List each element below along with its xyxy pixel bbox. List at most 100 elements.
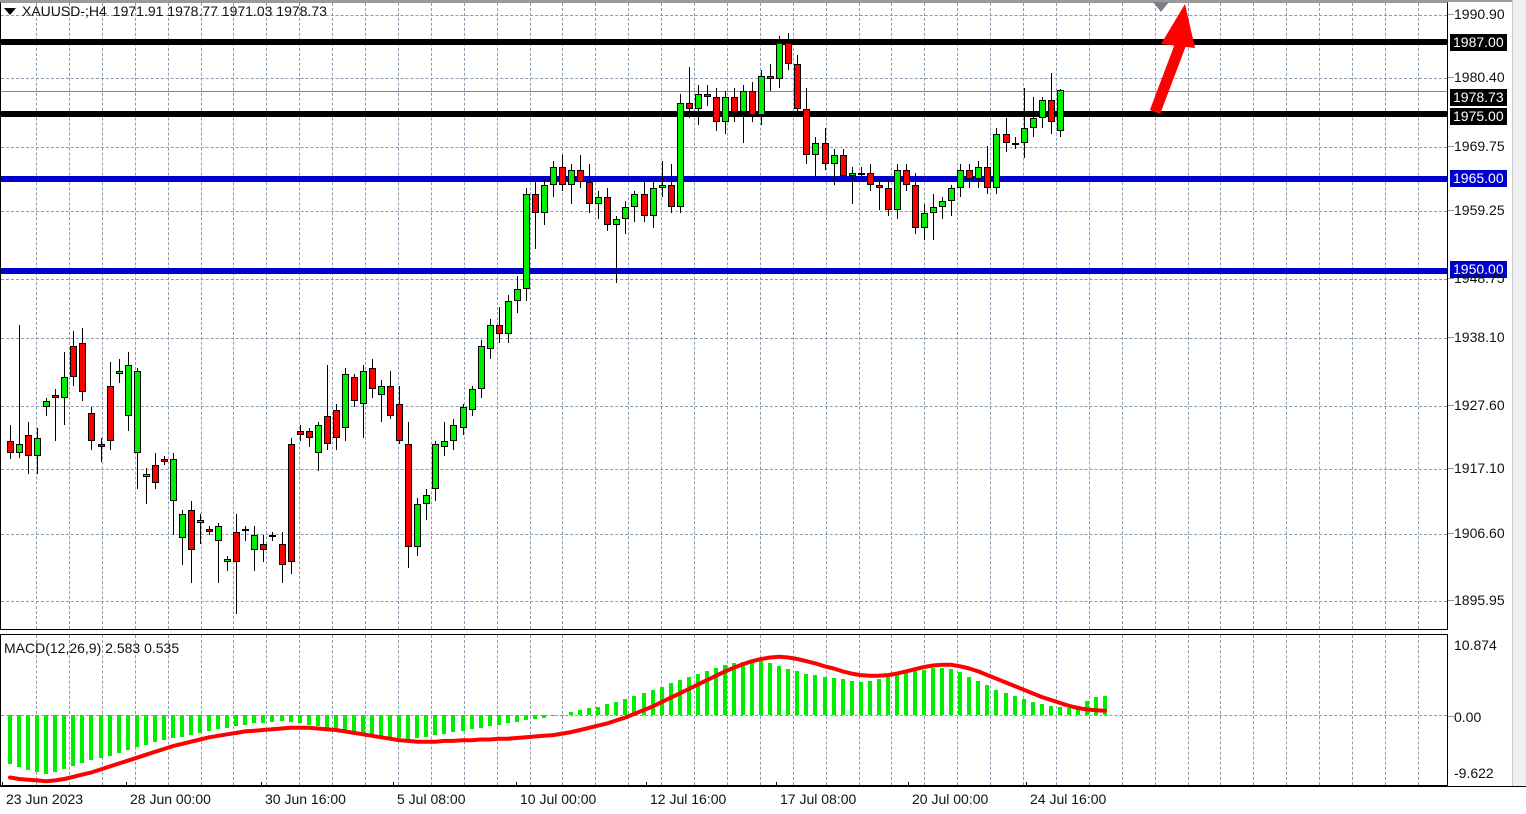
macd-bar	[379, 714, 383, 737]
candle-body	[912, 185, 919, 228]
macd-bar	[280, 714, 284, 722]
macd-bar	[533, 714, 537, 719]
gridline-vertical	[628, 3, 630, 629]
triangle-down-icon[interactable]	[4, 7, 16, 15]
macd-bar	[470, 714, 474, 730]
time-axis-tick	[1026, 782, 1027, 787]
macd-bar	[1067, 707, 1071, 715]
candle-body	[532, 194, 539, 213]
macd-bar	[35, 714, 39, 773]
candle-wick	[245, 525, 246, 541]
price-level-1978-73	[1, 91, 1447, 92]
candle-body	[288, 443, 295, 563]
candle-body	[1048, 100, 1055, 122]
macd-bar	[1058, 707, 1062, 715]
macd-bar	[642, 692, 646, 715]
candle-wick	[499, 306, 500, 344]
gridline-vertical	[924, 3, 926, 629]
macd-bar	[80, 714, 84, 763]
candle-body	[197, 519, 204, 523]
price-chart-pane[interactable]	[0, 2, 1448, 630]
axis-tick	[1448, 405, 1454, 406]
candle-body	[1030, 118, 1037, 128]
candle-wick	[662, 161, 663, 198]
price-axis-badge: 1950.00	[1450, 261, 1507, 278]
candle-body	[116, 370, 123, 374]
ohlc-values-label: 1971.91 1978.77 1971.03 1978.73	[112, 3, 327, 19]
candle-body	[7, 440, 14, 453]
candle-body	[975, 167, 982, 180]
candle-wick	[634, 191, 635, 222]
macd-bar	[343, 714, 347, 731]
macd-bar	[153, 714, 157, 743]
gridline-vertical	[562, 3, 564, 629]
candle-body	[713, 97, 720, 122]
candle-wick	[146, 467, 147, 505]
candle-wick	[218, 522, 219, 584]
symbol-timeframe-label: XAUUSD-;H4	[22, 3, 107, 19]
macd-bar	[1013, 696, 1017, 715]
gridline-vertical	[858, 3, 860, 629]
price-axis-label: 1895.95	[1454, 592, 1505, 608]
time-axis[interactable]: 23 Jun 2023 28 Jun 00:00 30 Jun 16:00 5 Jul…	[0, 782, 1526, 814]
macd-bar	[370, 714, 374, 736]
candle-body	[16, 443, 23, 453]
macd-bar	[479, 714, 483, 728]
macd-axis-label: -9.622	[1454, 765, 1494, 781]
price-axis-label: 1948.75	[1454, 270, 1505, 286]
gridline-vertical	[167, 3, 169, 629]
macd-bar	[687, 677, 691, 715]
macd-bar	[632, 696, 636, 715]
candle-wick	[616, 215, 617, 283]
time-axis-tick	[261, 782, 262, 787]
time-axis-label: 10 Jul 00:00	[520, 791, 597, 807]
macd-bar	[515, 714, 519, 722]
macd-bar	[560, 714, 564, 716]
candle-body	[215, 525, 222, 541]
gridline-horizontal	[1, 211, 1447, 212]
price-axis-label: 1969.75	[1454, 138, 1505, 154]
gridline-horizontal	[1, 469, 1447, 470]
candle-body	[441, 440, 448, 447]
gridline-vertical	[430, 3, 432, 629]
gridline-horizontal	[1, 279, 1447, 280]
candle-body	[1003, 133, 1010, 143]
candle-body	[641, 194, 648, 216]
macd-bar	[71, 714, 75, 766]
candle-body	[79, 343, 86, 392]
macd-bar	[17, 714, 21, 768]
candle-body	[396, 404, 403, 441]
macd-bar	[1004, 693, 1008, 715]
candle-body	[695, 94, 702, 110]
macd-bar	[868, 680, 872, 715]
macd-bar	[171, 714, 175, 738]
candle-body	[61, 376, 68, 399]
gridline-vertical	[825, 3, 827, 629]
macd-bar	[135, 714, 139, 747]
macd-bar	[931, 668, 935, 715]
macd-label: MACD(12,26,9) 2.583 0.535	[4, 640, 180, 656]
candle-body	[88, 413, 95, 441]
axis-tick	[1448, 468, 1454, 469]
gridline-vertical	[134, 3, 136, 629]
gridline-vertical	[36, 3, 37, 629]
candle-body	[903, 170, 910, 186]
macd-bar	[732, 663, 736, 715]
candle-body	[188, 510, 195, 550]
candle-wick	[1033, 97, 1034, 137]
macd-bar	[614, 702, 618, 715]
macd-bar	[1040, 704, 1044, 715]
candle-body	[758, 75, 765, 116]
candle-body	[52, 395, 59, 399]
axis-tick	[1448, 716, 1454, 717]
macd-bar	[759, 661, 763, 715]
gridline-vertical	[1384, 3, 1386, 629]
macd-pane[interactable]	[0, 634, 1448, 786]
macd-bar	[850, 680, 854, 715]
candle-body	[957, 170, 964, 189]
time-axis-label: 12 Jul 16:00	[650, 791, 727, 807]
axis-tick	[1448, 77, 1454, 78]
candle-body	[939, 200, 946, 207]
candle-wick	[444, 422, 445, 456]
macd-bar	[198, 714, 202, 733]
